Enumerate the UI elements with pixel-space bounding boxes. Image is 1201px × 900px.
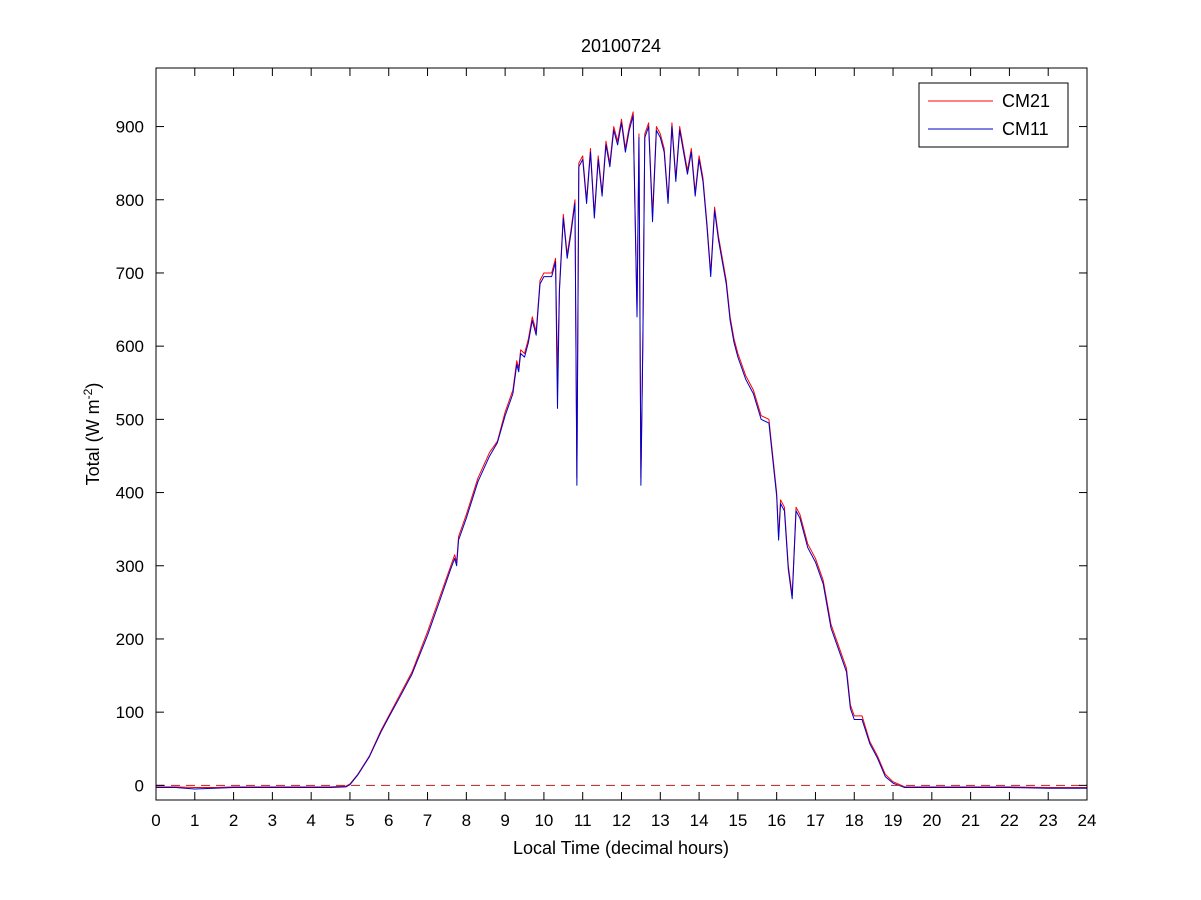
y-axis-label-main: Total (W m	[83, 399, 103, 485]
x-tick-label: 19	[884, 811, 903, 830]
x-tick-label: 16	[767, 811, 786, 830]
x-axis-ticks: 0 1 2 3 4 5 6 7 8 9 10 11 12 13 14 15 16 17 18 19 20 21 22 23 24	[151, 68, 1096, 830]
y-axis-ticks: 0 100 200 300 400 500 600 700 800 900	[116, 118, 1087, 795]
x-tick-label: 5	[345, 811, 354, 830]
x-tick-label: 15	[728, 811, 747, 830]
y-tick-label: 400	[116, 484, 144, 503]
x-tick-label: 0	[151, 811, 160, 830]
y-tick-label: 800	[116, 191, 144, 210]
y-tick-label: 900	[116, 118, 144, 137]
x-tick-label: 18	[845, 811, 864, 830]
x-tick-label: 3	[268, 811, 277, 830]
legend-label-cm11: CM11	[1002, 119, 1049, 139]
x-tick-label: 8	[462, 811, 471, 830]
x-tick-label: 6	[384, 811, 393, 830]
x-axis-label: Local Time (decimal hours)	[513, 838, 729, 858]
y-tick-label: 300	[116, 557, 144, 576]
legend-box	[918, 82, 1069, 148]
x-tick-label: 2	[229, 811, 238, 830]
y-axis-label: Total (W m-2)	[81, 383, 103, 486]
y-tick-label: 700	[116, 264, 144, 283]
legend: CM21 CM11	[918, 82, 1069, 148]
x-tick-label: 21	[961, 811, 980, 830]
x-tick-label: 17	[806, 811, 825, 830]
x-tick-label: 10	[534, 811, 553, 830]
x-tick-label: 1	[190, 811, 199, 830]
legend-label-cm21: CM21	[1002, 91, 1050, 111]
x-tick-label: 14	[690, 811, 709, 830]
x-tick-label: 23	[1039, 811, 1058, 830]
x-tick-label: 20	[922, 811, 941, 830]
y-tick-label: 500	[116, 410, 144, 429]
x-tick-label: 7	[423, 811, 432, 830]
x-tick-label: 9	[500, 811, 509, 830]
y-tick-label: 600	[116, 337, 144, 356]
y-tick-label: 200	[116, 630, 144, 649]
series-layer	[156, 111, 1087, 790]
plot-background	[156, 68, 1087, 800]
x-tick-label: 13	[651, 811, 670, 830]
x-tick-label: 22	[1000, 811, 1019, 830]
x-tick-label: 11	[574, 811, 592, 830]
series-line-cm11	[156, 115, 1087, 790]
y-axis-label-superscript: -2	[81, 388, 95, 399]
x-tick-label: 24	[1078, 811, 1097, 830]
x-tick-label: 12	[612, 811, 631, 830]
y-tick-label: 0	[135, 776, 144, 795]
chart-title: 20100724	[581, 36, 661, 56]
x-tick-label: 4	[306, 811, 315, 830]
y-tick-label: 100	[116, 703, 144, 722]
y-axis-label-close: )	[83, 383, 103, 389]
